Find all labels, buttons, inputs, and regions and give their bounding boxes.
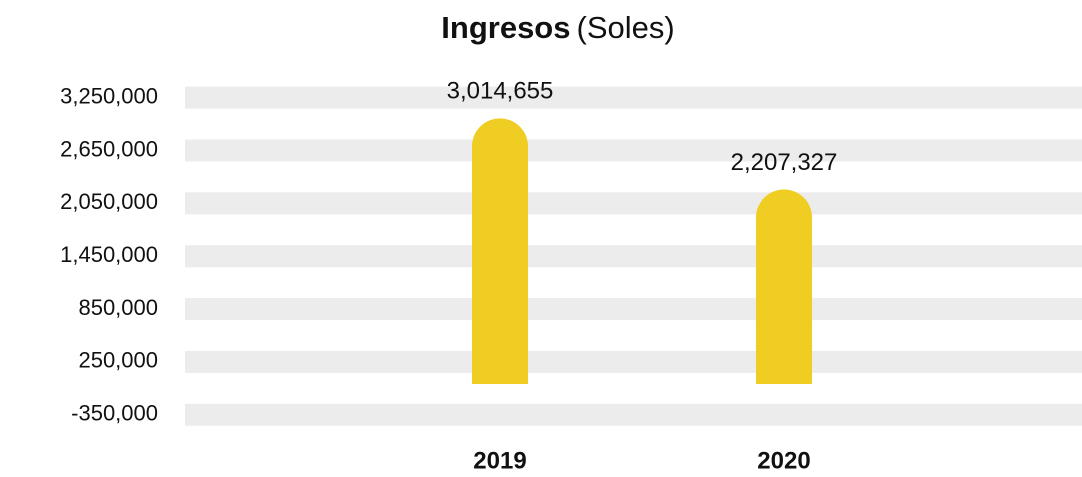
grid-band [185, 350, 1082, 373]
grid-band [185, 403, 1082, 426]
bar [472, 118, 528, 384]
grid-band [185, 86, 1082, 109]
y-tick-label: 2,650,000 [60, 136, 158, 161]
x-tick-label: 2019 [473, 447, 526, 474]
title-unit: (Soles) [577, 10, 675, 45]
y-tick-label: 250,000 [78, 348, 158, 373]
y-tick-label: 1,450,000 [60, 242, 158, 267]
x-tick-label: 2020 [757, 447, 810, 474]
y-tick-label: 850,000 [78, 295, 158, 320]
chart-title: Ingresos (Soles) [441, 10, 674, 45]
value-label: 2,207,327 [731, 149, 838, 176]
y-tick-label: 3,250,000 [60, 83, 158, 108]
grid-band [185, 298, 1082, 321]
grid-band [185, 192, 1082, 215]
y-tick-label: 2,050,000 [60, 189, 158, 214]
title-main: Ingresos [441, 10, 570, 45]
y-tick-label: -350,000 [71, 401, 158, 426]
value-label: 3,014,655 [447, 78, 554, 105]
grid-band [185, 245, 1082, 268]
grid-band [185, 139, 1082, 162]
bar [756, 189, 812, 384]
